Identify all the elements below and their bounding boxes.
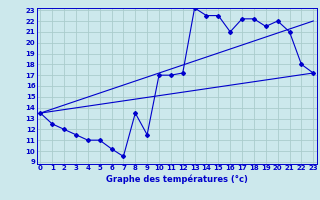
X-axis label: Graphe des températures (°c): Graphe des températures (°c) (106, 174, 248, 184)
